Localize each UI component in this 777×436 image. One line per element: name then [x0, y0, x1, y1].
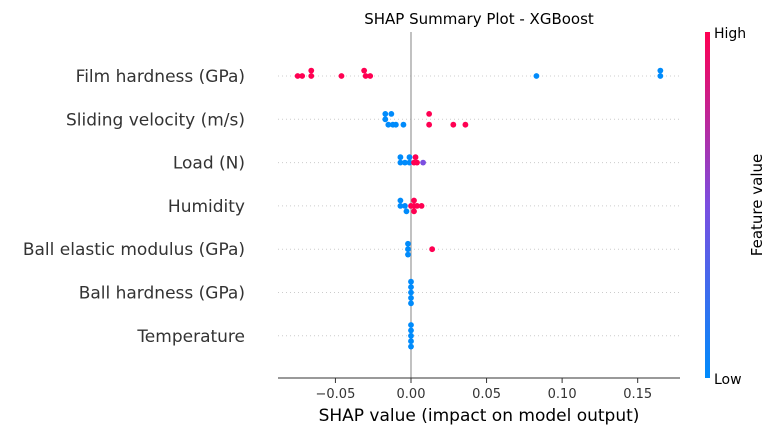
x-tick-label: 0.00 [397, 387, 426, 402]
shap-point [403, 208, 410, 215]
shap-point [405, 240, 411, 247]
x-tick-label: 0.05 [472, 387, 501, 402]
shap-point [411, 197, 417, 204]
shap-point [408, 289, 414, 296]
shap-point [414, 159, 420, 166]
shap-point [299, 73, 306, 79]
x-ticks: −0.05 0.00 0.05 0.10 0.15 [316, 378, 652, 402]
shap-point [418, 203, 425, 209]
feature-label: Temperature [136, 327, 245, 347]
row-guides [278, 75, 680, 337]
shap-point [308, 73, 315, 79]
x-tick-label: −0.05 [316, 387, 356, 402]
shap-point [412, 154, 419, 161]
shap-point [657, 67, 664, 74]
shap-point [408, 332, 414, 339]
shap-point [450, 121, 457, 128]
shap-point [420, 159, 426, 166]
shap-point [408, 322, 414, 328]
shap-point [426, 121, 433, 128]
shap-point [397, 154, 404, 161]
shap-point [402, 203, 408, 209]
shap-point [402, 159, 408, 166]
feature-labels: Film hardness (GPa) Sliding velocity (m/s… [23, 67, 245, 347]
shap-point [405, 246, 411, 253]
shap-point [397, 159, 404, 166]
shap-point [385, 121, 392, 128]
shap-point [362, 73, 369, 79]
feature-label: Load (N) [173, 154, 245, 174]
x-tick-label: 0.10 [548, 387, 577, 402]
shap-point [405, 251, 411, 258]
shap-point [429, 246, 436, 253]
shap-point [367, 73, 374, 79]
x-axis-label: SHAP value (impact on model output) [319, 406, 640, 426]
shap-point [388, 111, 395, 117]
feature-label: Ball hardness (GPa) [79, 284, 245, 304]
shap-point [294, 73, 301, 79]
colorbar-low-label: Low [714, 372, 742, 388]
shap-point [308, 67, 315, 74]
shap-point [338, 73, 345, 79]
shap-point [408, 295, 414, 301]
feature-label: Humidity [168, 197, 245, 217]
shap-point [400, 121, 407, 128]
shap-point [533, 73, 540, 79]
shap-point [411, 208, 417, 215]
shap-point [408, 327, 414, 334]
feature-label: Film hardness (GPa) [76, 67, 245, 87]
feature-label: Sliding velocity (m/s) [66, 110, 245, 130]
shap-point [397, 197, 404, 204]
colorbar [705, 32, 710, 378]
shap-point [382, 116, 389, 123]
shap-point [406, 159, 413, 166]
shap-point [414, 203, 420, 209]
shap-point [382, 111, 389, 117]
shap-point [361, 67, 368, 74]
shap-point [408, 300, 414, 307]
shap-point [426, 111, 433, 117]
shap-point [408, 278, 414, 285]
shap-point [392, 121, 399, 128]
x-tick-label: 0.15 [623, 387, 652, 402]
shap-point [408, 343, 414, 350]
shap-point [462, 121, 469, 128]
colorbar-title: Feature value [748, 154, 766, 256]
chart-title: SHAP Summary Plot - XGBoost [364, 10, 594, 28]
data-points [294, 67, 664, 350]
shap-point [397, 203, 404, 209]
colorbar-high-label: High [714, 26, 746, 42]
shap-point [408, 338, 414, 345]
shap-point [657, 73, 664, 79]
shap-point [408, 284, 414, 290]
shap-point [406, 154, 413, 161]
feature-label: Ball elastic modulus (GPa) [23, 240, 245, 260]
